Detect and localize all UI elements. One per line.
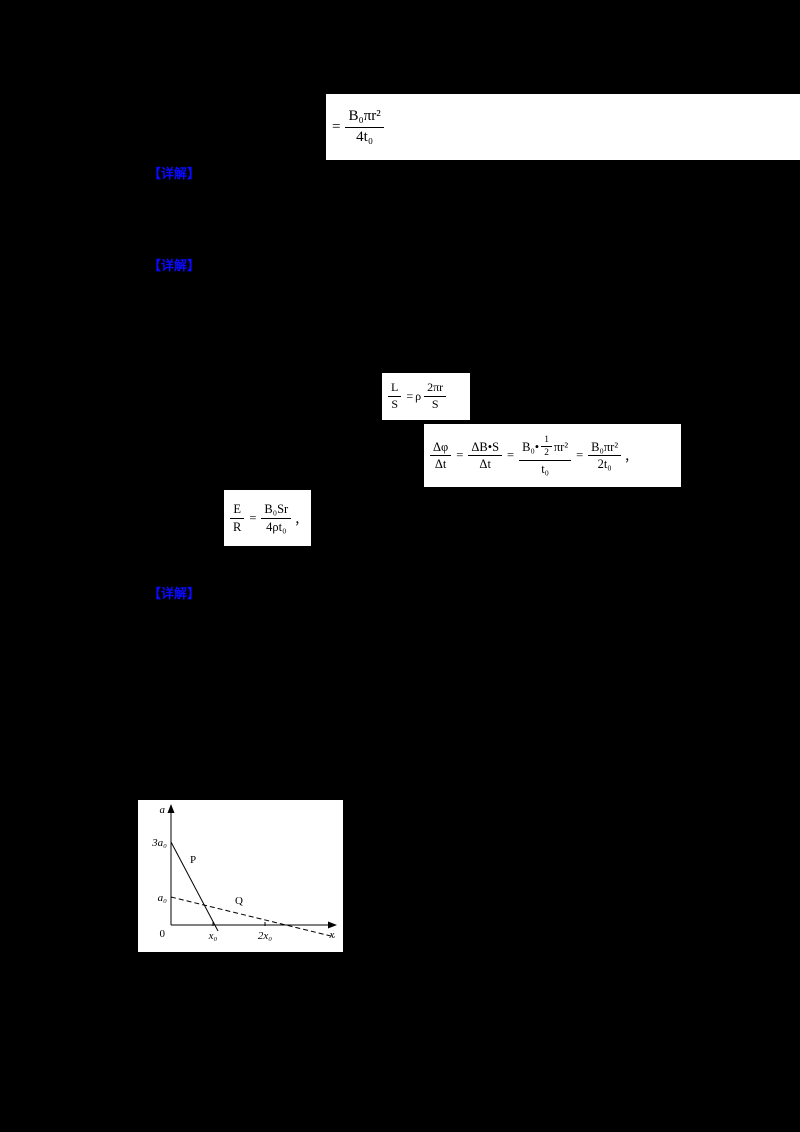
fraction-numerator: 1 bbox=[541, 435, 552, 448]
fraction: E R bbox=[230, 502, 244, 534]
formula-box-resistance: L S = ρ 2πr S bbox=[382, 373, 470, 420]
fraction-numerator: E bbox=[230, 502, 244, 519]
fraction-numerator: ΔB•S bbox=[468, 440, 503, 456]
x-tick-x0: x₀ bbox=[208, 930, 218, 942]
line-P bbox=[170, 841, 219, 932]
y-tick-a0: a₀ bbox=[158, 892, 168, 904]
line-Q-label: Q bbox=[235, 895, 243, 907]
fraction-denominator: Δt bbox=[434, 457, 447, 471]
x-tick-2x0: 2x₀ bbox=[258, 930, 272, 942]
line-P-label: P bbox=[190, 854, 196, 866]
fraction-denominator: 4t₀ bbox=[356, 128, 374, 145]
term-suffix: πr² bbox=[553, 439, 569, 454]
fraction-denominator: R bbox=[233, 519, 242, 534]
fraction-numerator: B₀• 1 2 πr² bbox=[519, 435, 572, 462]
fraction-denominator: 2t₀ bbox=[597, 457, 612, 471]
nested-fraction: 1 2 bbox=[541, 435, 552, 460]
comma: ， bbox=[294, 512, 307, 527]
fraction-denominator: S bbox=[431, 397, 439, 411]
equals-sign: = bbox=[406, 389, 414, 403]
fraction: B₀• 1 2 πr² t₀ bbox=[519, 435, 572, 477]
fraction-numerator: B₀πr² bbox=[588, 440, 622, 456]
fraction: ΔB•S Δt bbox=[468, 440, 503, 472]
section-label-3: 【详解】 bbox=[148, 586, 201, 601]
fraction: B₀Sr 4ρt₀ bbox=[261, 502, 292, 534]
fraction: B₀πr² 4t₀ bbox=[345, 108, 384, 146]
rho-symbol: ρ bbox=[415, 389, 422, 403]
y-tick-3a0: 3a₀ bbox=[151, 837, 167, 849]
fraction: L S bbox=[388, 380, 402, 412]
section-label-1: 【详解】 bbox=[148, 166, 201, 181]
fraction-numerator: B₀πr² bbox=[345, 108, 384, 128]
fraction: Δφ Δt bbox=[430, 440, 452, 472]
equals-sign: = bbox=[507, 448, 515, 462]
x-axis-label: x bbox=[329, 929, 335, 941]
fraction-numerator: Δφ bbox=[430, 440, 452, 456]
formula-box-current: E R = B₀Sr 4ρt₀ ， bbox=[224, 490, 311, 546]
fraction-numerator: 2πr bbox=[424, 380, 447, 397]
term-prefix: B₀• bbox=[522, 439, 540, 454]
x-axis-arrow bbox=[328, 921, 337, 929]
fraction-numerator: L bbox=[388, 380, 402, 397]
formula-box-emf: Δφ Δt = ΔB•S Δt = B₀• 1 2 πr² t₀ = B₀πr²… bbox=[424, 424, 681, 487]
equals-sign: = bbox=[332, 118, 341, 135]
acceleration-position-graph: a 3a₀ a₀ 0 x₀ 2x₀ x P Q bbox=[138, 800, 343, 952]
origin-label: 0 bbox=[160, 928, 166, 940]
equals-sign: = bbox=[456, 448, 464, 462]
equals-sign: = bbox=[576, 448, 584, 462]
fraction-denominator: t₀ bbox=[541, 462, 550, 477]
fraction-numerator: B₀Sr bbox=[261, 502, 292, 519]
formula-box-top: = B₀πr² 4t₀ bbox=[326, 94, 800, 160]
equals-sign: = bbox=[249, 510, 257, 525]
y-axis-label: a bbox=[160, 804, 166, 816]
fraction: 2πr S bbox=[424, 380, 447, 412]
fraction: B₀πr² 2t₀ bbox=[588, 440, 622, 472]
section-label-2: 【详解】 bbox=[148, 258, 201, 273]
graph-svg: a 3a₀ a₀ 0 x₀ 2x₀ x P Q bbox=[151, 804, 337, 942]
y-axis-arrow bbox=[167, 804, 175, 813]
fraction-denominator: S bbox=[391, 397, 399, 411]
line-Q bbox=[170, 896, 336, 938]
fraction-denominator: 2 bbox=[544, 448, 549, 459]
comma: ， bbox=[624, 450, 637, 464]
fraction-denominator: Δt bbox=[479, 457, 491, 471]
fraction-denominator: 4ρt₀ bbox=[266, 519, 287, 534]
